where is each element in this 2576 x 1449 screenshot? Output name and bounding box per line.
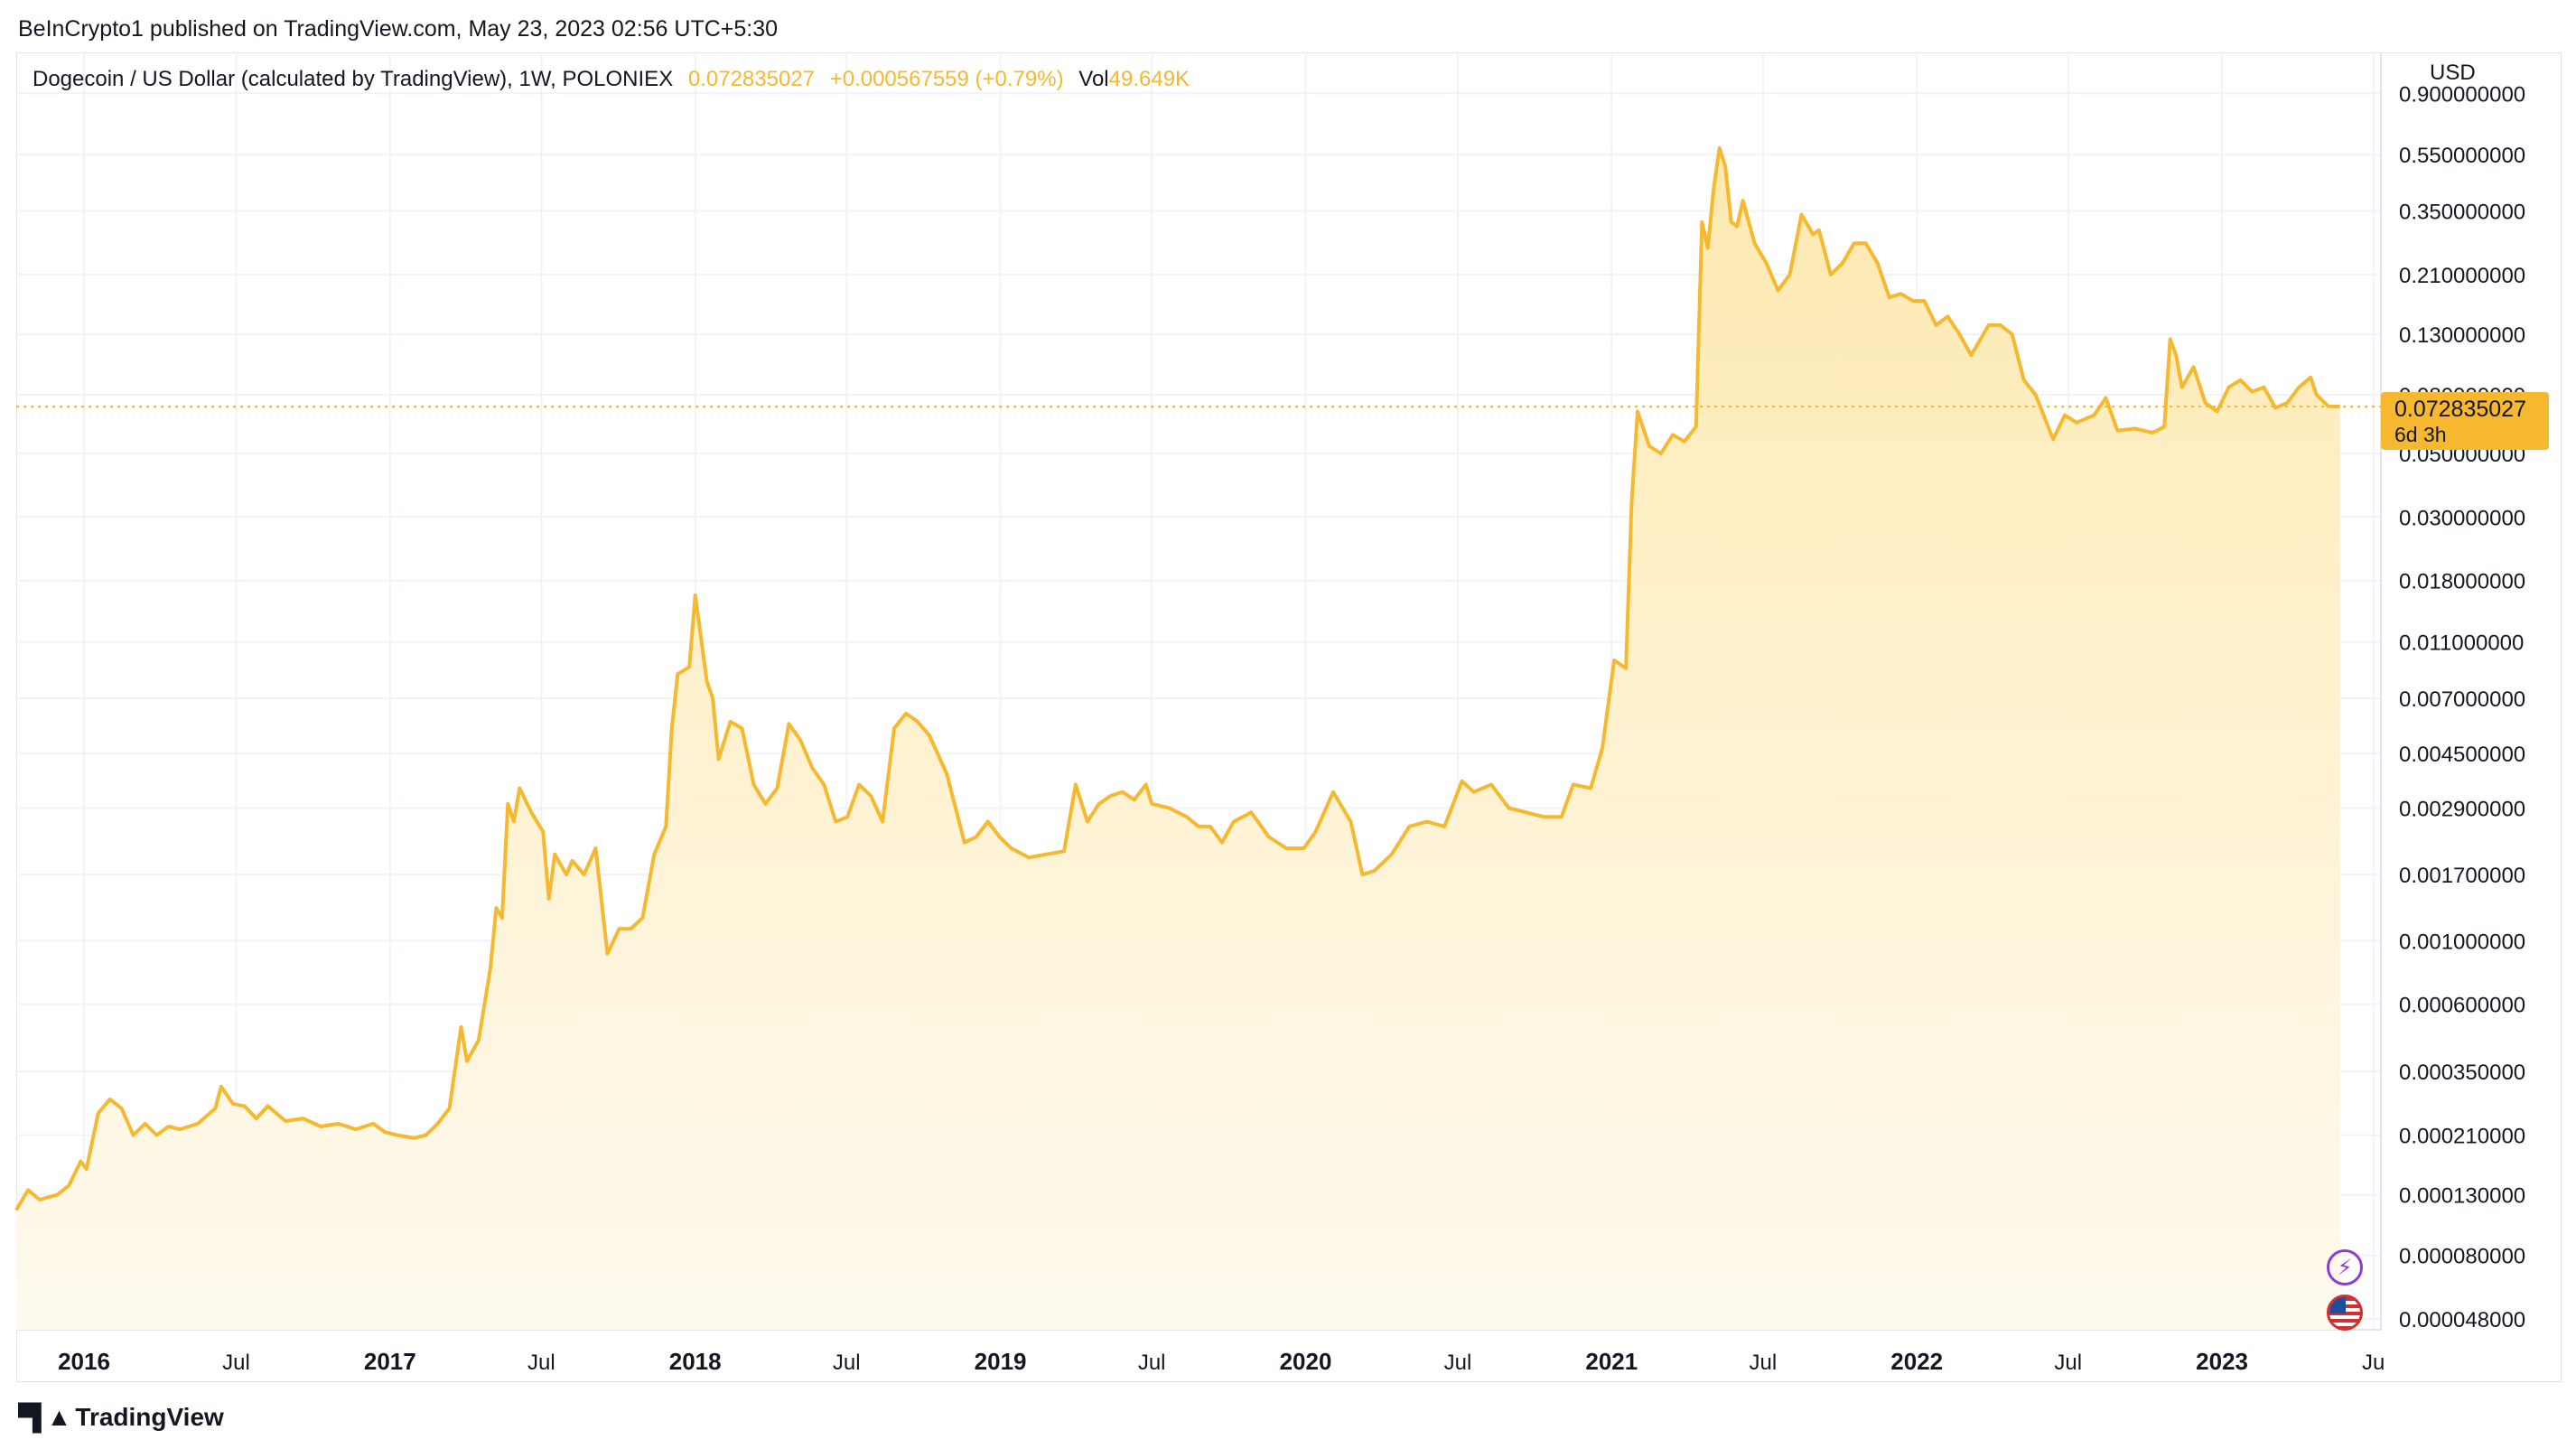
us-flag-icon[interactable] (2327, 1295, 2363, 1331)
price-line (14, 145, 2340, 1211)
x-tick-label: Jul (1138, 1351, 1166, 1375)
x-tick-label: 2017 (364, 1348, 416, 1375)
brand-name: TradingView (75, 1403, 224, 1431)
y-tick-label: 0.030000000 (2399, 506, 2525, 530)
x-tick-label: 2022 (1890, 1348, 1943, 1375)
x-tick-label: Ju (2362, 1351, 2385, 1375)
x-tick-label: 2020 (1280, 1348, 1332, 1375)
flash-icon[interactable]: ⚡ (2327, 1249, 2363, 1285)
volume-value: 49.649K (1108, 67, 1190, 91)
x-axis[interactable]: 2016 Jul 2017 Jul 2018 Jul 2019 Jul 2020 Jul 2021 J… (58, 1348, 2385, 1375)
tradingview-logo[interactable]: ▀▌▲ TradingView (18, 1403, 224, 1432)
y-axis-unit: USD (2430, 61, 2476, 85)
y-tick-label: 0.900000000 (2399, 82, 2525, 107)
x-tick-label: Jul (222, 1351, 250, 1375)
y-tick-label: 0.007000000 (2399, 687, 2525, 712)
x-tick-label: 2021 (1585, 1348, 1638, 1375)
price-area (16, 147, 2340, 1330)
x-tick-label: 2019 (975, 1348, 1027, 1375)
current-price-value: 0.072835027 (2394, 397, 2526, 422)
y-tick-label: 0.000600000 (2399, 994, 2525, 1018)
y-tick-label: 0.130000000 (2399, 323, 2525, 348)
y-tick-label: 0.011000000 (2399, 631, 2524, 656)
y-tick-label: 0.350000000 (2399, 201, 2525, 225)
symbol-legend[interactable]: Dogecoin / US Dollar (calculated by Trad… (33, 67, 1199, 92)
current-price-badge (2381, 391, 2549, 450)
y-tick-label: 0.000210000 (2399, 1124, 2525, 1148)
publisher-caption: BeInCrypto1 published on TradingView.com… (18, 16, 779, 42)
volume-label: Vol (1078, 67, 1109, 91)
x-tick-label: Jul (1444, 1351, 1472, 1375)
y-tick-label: 0.550000000 (2399, 144, 2525, 168)
last-price: 0.072835027 (687, 67, 816, 91)
y-tick-label: 0.001700000 (2399, 864, 2525, 888)
y-tick-label: 0.000080000 (2399, 1245, 2525, 1269)
symbol-name[interactable]: Dogecoin / US Dollar (calculated by Trad… (33, 67, 674, 91)
y-tick-label: 0.000130000 (2399, 1184, 2525, 1209)
x-tick-label: Jul (1750, 1351, 1778, 1375)
x-tick-label: 2018 (669, 1348, 722, 1375)
y-tick-label: 0.004500000 (2399, 743, 2525, 767)
tradingview-logo-icon: ▀▌▲ (18, 1403, 71, 1431)
y-tick-label: 0.018000000 (2399, 570, 2525, 594)
y-tick-label: 0.210000000 (2399, 264, 2525, 288)
x-tick-label: 2016 (58, 1348, 110, 1375)
price-line-path (14, 145, 2340, 1211)
price-area-fill (16, 147, 2340, 1330)
x-tick-label: Jul (2054, 1351, 2082, 1375)
y-tick-label: 0.000048000 (2399, 1308, 2525, 1332)
x-tick-label: 2023 (2196, 1348, 2248, 1375)
y-tick-label: 0.000350000 (2399, 1061, 2525, 1085)
chart-frame (16, 52, 2562, 1382)
x-tick-label: Jul (833, 1351, 861, 1375)
y-tick-label: 0.001000000 (2399, 930, 2525, 954)
price-change: +0.000567559 (+0.79%) (829, 67, 1064, 91)
x-tick-label: Jul (527, 1351, 555, 1375)
bar-countdown: 6d 3h (2394, 423, 2447, 446)
y-tick-label: 0.002900000 (2399, 797, 2525, 821)
